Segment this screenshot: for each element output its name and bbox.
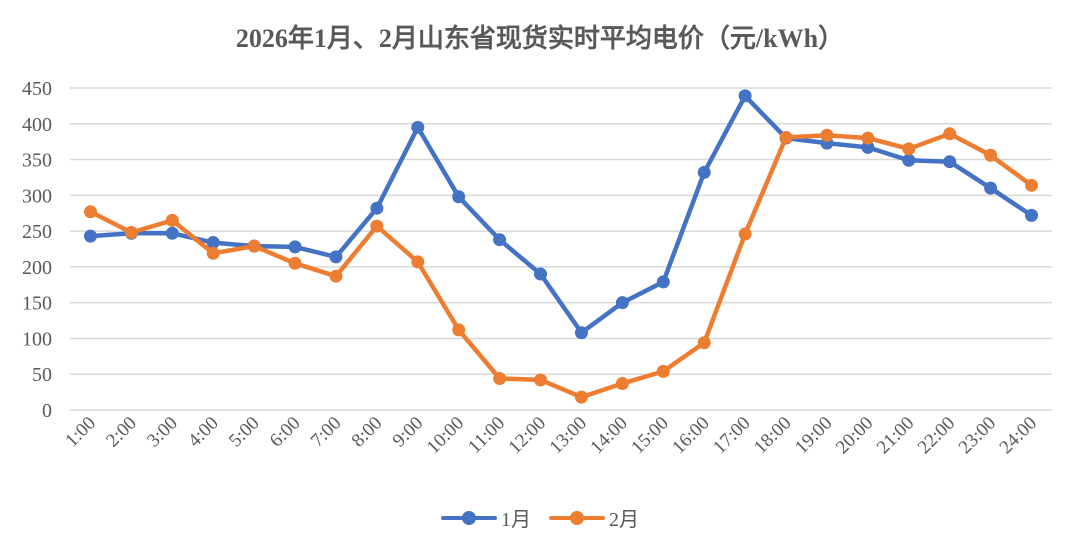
data-point-marker[interactable] bbox=[574, 390, 588, 404]
y-tick-label: 400 bbox=[22, 114, 52, 136]
data-point-marker[interactable] bbox=[329, 269, 343, 283]
legend-item-jan[interactable]: 1月 bbox=[441, 503, 531, 532]
y-tick-label: 350 bbox=[22, 150, 52, 172]
data-point-marker[interactable] bbox=[615, 377, 629, 391]
x-tick-label: 15:00 bbox=[627, 413, 672, 458]
series-jan bbox=[83, 89, 1039, 340]
legend-item-feb[interactable]: 2月 bbox=[549, 503, 639, 532]
x-tick-label: 16:00 bbox=[668, 413, 713, 458]
y-tick-label: 150 bbox=[22, 293, 52, 315]
x-tick-label: 23:00 bbox=[955, 413, 1000, 458]
data-point-marker[interactable] bbox=[738, 89, 752, 103]
data-point-marker[interactable] bbox=[288, 256, 302, 270]
data-point-marker[interactable] bbox=[411, 120, 425, 134]
data-point-marker[interactable] bbox=[493, 233, 507, 247]
y-tick-label: 300 bbox=[22, 185, 52, 207]
x-tick-label: 11:00 bbox=[464, 413, 509, 458]
x-tick-label: 19:00 bbox=[791, 413, 836, 458]
data-point-marker[interactable] bbox=[1025, 208, 1039, 222]
data-point-marker[interactable] bbox=[206, 236, 220, 250]
y-tick-label: 50 bbox=[32, 364, 52, 386]
series-line bbox=[88, 131, 1034, 400]
data-point-marker[interactable] bbox=[165, 213, 179, 227]
gridlines bbox=[70, 87, 1052, 411]
x-tick-label: 5:00 bbox=[225, 413, 264, 452]
data-point-marker[interactable] bbox=[943, 155, 957, 169]
data-point-marker[interactable] bbox=[534, 267, 548, 281]
data-point-marker[interactable] bbox=[984, 148, 998, 162]
x-tick-label: 12:00 bbox=[505, 413, 550, 458]
x-tick-label: 14:00 bbox=[586, 413, 631, 458]
data-point-marker[interactable] bbox=[493, 372, 507, 386]
data-point-marker[interactable] bbox=[574, 326, 588, 340]
data-point-marker[interactable] bbox=[370, 201, 384, 215]
data-point-marker[interactable] bbox=[124, 226, 138, 240]
x-tick-label: 17:00 bbox=[709, 413, 754, 458]
data-point-marker[interactable] bbox=[411, 255, 425, 269]
data-series bbox=[83, 89, 1039, 404]
x-tick-label: 18:00 bbox=[750, 413, 795, 458]
data-point-marker[interactable] bbox=[206, 246, 220, 260]
data-point-marker[interactable] bbox=[534, 373, 548, 387]
legend: 1月 2月 bbox=[0, 503, 1080, 532]
data-point-marker[interactable] bbox=[247, 239, 261, 253]
y-tick-label: 100 bbox=[22, 328, 52, 350]
series-line bbox=[88, 93, 1034, 335]
data-point-marker[interactable] bbox=[83, 205, 97, 219]
data-point-marker[interactable] bbox=[83, 229, 97, 243]
data-point-marker[interactable] bbox=[288, 240, 302, 254]
x-tick-label: 10:00 bbox=[423, 413, 468, 458]
y-tick-label: 250 bbox=[22, 221, 52, 243]
legend-marker-icon bbox=[441, 509, 497, 527]
data-point-marker[interactable] bbox=[370, 219, 384, 233]
data-point-marker[interactable] bbox=[861, 140, 875, 154]
x-tick-label: 4:00 bbox=[184, 413, 223, 452]
x-tick-label: 20:00 bbox=[832, 413, 877, 458]
data-point-marker[interactable] bbox=[165, 226, 179, 240]
x-tick-label: 24:00 bbox=[996, 413, 1041, 458]
legend-label: 2月 bbox=[609, 509, 639, 531]
data-point-marker[interactable] bbox=[779, 130, 793, 144]
data-point-marker[interactable] bbox=[943, 127, 957, 141]
data-point-marker[interactable] bbox=[656, 275, 670, 289]
data-point-marker[interactable] bbox=[1025, 178, 1039, 192]
data-point-marker[interactable] bbox=[902, 153, 916, 167]
y-axis-tick-labels: 0 50 100 150 200 250 300 350 400 450 bbox=[22, 78, 52, 422]
data-point-marker[interactable] bbox=[902, 142, 916, 156]
data-point-marker[interactable] bbox=[984, 181, 998, 195]
data-point-marker[interactable] bbox=[820, 128, 834, 142]
data-point-marker[interactable] bbox=[697, 165, 711, 179]
data-point-marker[interactable] bbox=[615, 296, 629, 310]
y-tick-label: 450 bbox=[22, 78, 52, 100]
data-point-marker[interactable] bbox=[452, 323, 466, 337]
y-tick-label: 200 bbox=[22, 257, 52, 279]
x-tick-label: 9:00 bbox=[389, 413, 428, 452]
x-axis-tick-labels: 1:00 2:00 3:00 4:00 5:00 6:00 7:00 8:00 9:0010:0… bbox=[61, 413, 1041, 458]
x-tick-label: 8:00 bbox=[348, 413, 387, 452]
x-tick-label: 22:00 bbox=[914, 413, 959, 458]
x-tick-label: 3:00 bbox=[143, 413, 182, 452]
legend-label: 1月 bbox=[501, 509, 531, 531]
data-point-marker[interactable] bbox=[452, 190, 466, 204]
x-tick-label: 7:00 bbox=[307, 413, 346, 452]
data-point-marker[interactable] bbox=[329, 250, 343, 264]
chart-title: 2026年1月、2月山东省现货实时平均电价（元/kWh） bbox=[235, 24, 845, 53]
x-tick-label: 21:00 bbox=[873, 413, 918, 458]
x-tick-label: 13:00 bbox=[546, 413, 591, 458]
legend-marker-icon bbox=[549, 509, 605, 527]
data-point-marker[interactable] bbox=[738, 227, 752, 241]
data-point-marker[interactable] bbox=[697, 336, 711, 350]
x-tick-label: 6:00 bbox=[266, 413, 305, 452]
x-tick-label: 1:00 bbox=[61, 413, 100, 452]
data-point-marker[interactable] bbox=[656, 364, 670, 378]
series-feb bbox=[83, 127, 1039, 404]
y-tick-label: 0 bbox=[42, 400, 52, 422]
data-point-marker[interactable] bbox=[861, 131, 875, 145]
x-tick-label: 2:00 bbox=[102, 413, 141, 452]
